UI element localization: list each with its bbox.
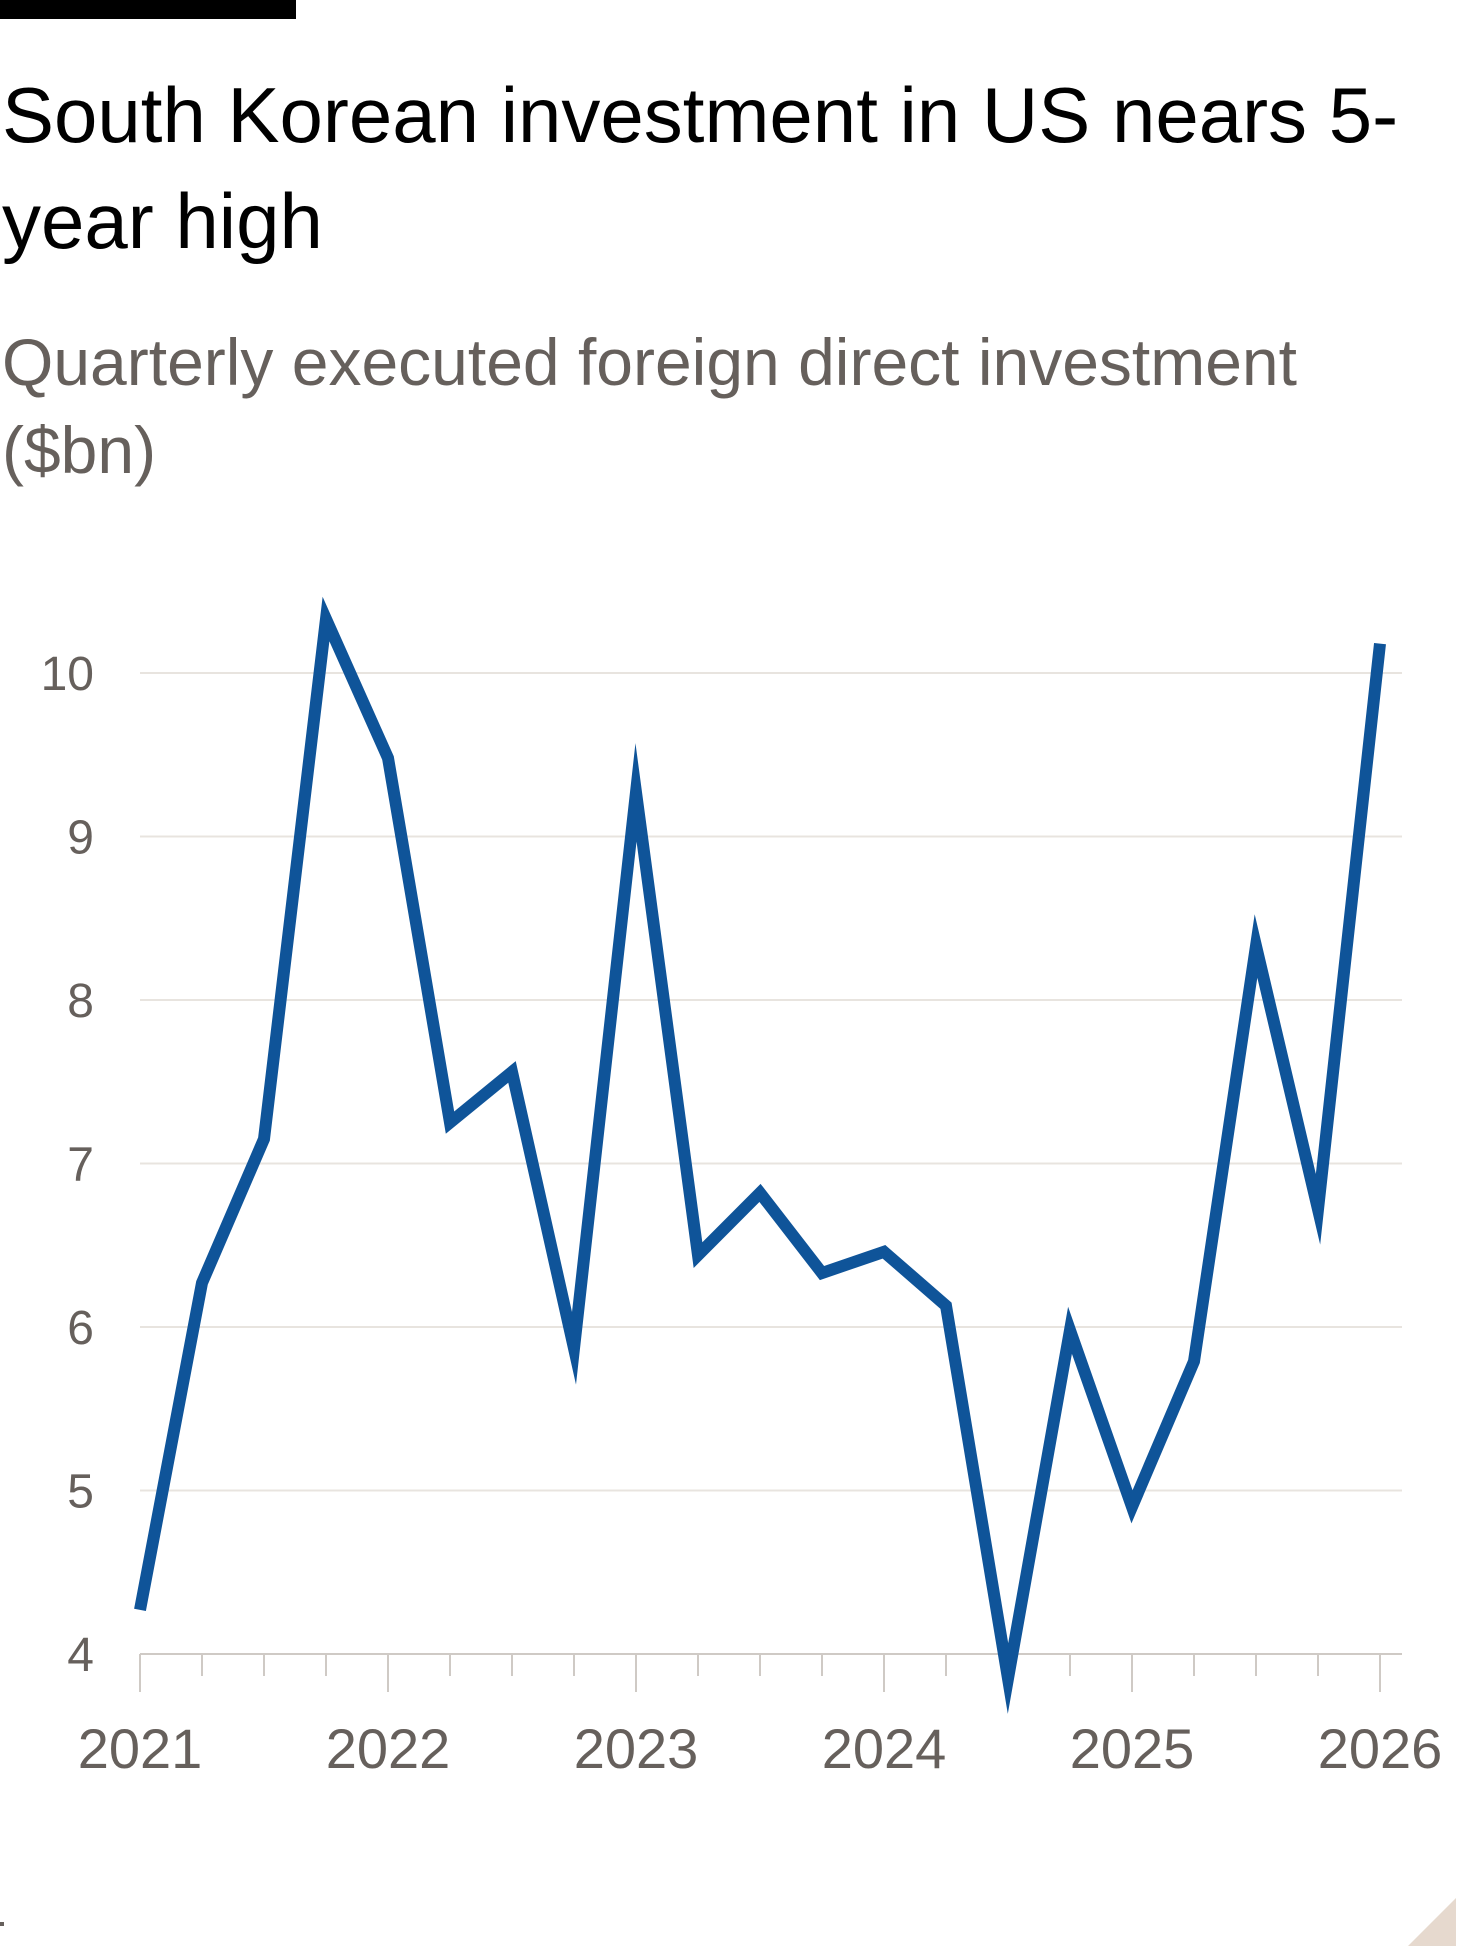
x-tick-label: 2022 [326,1717,451,1780]
chart-title: South Korean investment in US nears 5-ye… [2,71,1399,265]
x-tick-label: 2026 [1318,1717,1443,1780]
y-tick-label: 10 [41,648,94,701]
y-tick-label: 5 [67,1466,94,1519]
x-tick-label: 2025 [1070,1717,1195,1780]
brand-bar [0,0,296,19]
x-tick-label: 2024 [822,1717,947,1780]
chart-subtitle: Quarterly executed foreign direct invest… [2,325,1297,487]
y-tick-label: 4 [67,1629,94,1682]
corner-fold-icon [1408,1898,1456,1946]
y-tick-label: 7 [67,1139,94,1192]
y-tick-label: 8 [67,975,94,1028]
y-tick-label: 9 [67,812,94,865]
footnote-mark [0,1922,4,1926]
x-tick-label: 2023 [574,1717,699,1780]
x-tick-label: 2021 [78,1717,203,1780]
line-chart: 4 5 6 7 8 9 10 2021 2022 2023 2024 2025 2026 [41,596,1443,1780]
y-tick-label: 6 [67,1302,94,1355]
series-line [134,596,1386,1714]
